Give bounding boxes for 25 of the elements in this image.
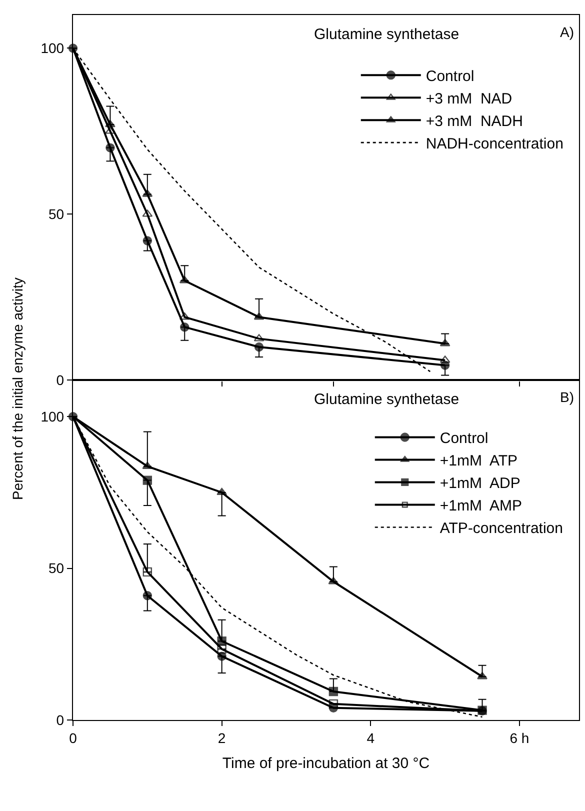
x-tick-label: 4: [366, 730, 375, 746]
annotation: B): [560, 389, 574, 405]
legend-label: +1mM AMP: [440, 498, 522, 515]
legend-label: ATP-concentration: [440, 520, 564, 538]
legend-label: NADH-concentration: [426, 135, 564, 152]
y-tick-label: 100: [40, 40, 64, 56]
x-tick-label: 2: [218, 730, 226, 746]
x-tick-label: 0: [69, 730, 78, 746]
text: Glutamine synthetase: [314, 26, 460, 43]
annotation: A): [560, 24, 574, 40]
x-tick-label: 6 h: [510, 730, 530, 746]
legend-label: +3 mM NAD: [426, 90, 512, 108]
legend-label: +3 mM NADH: [426, 112, 523, 130]
legend-label: +1mM ADP: [440, 475, 520, 492]
y-tick-label: 50: [48, 560, 64, 576]
y-tick-label: 0: [56, 372, 64, 388]
text: Glutamine synthetase: [314, 391, 460, 408]
x-axis-title: Time of pre-incubation at 30 °C: [222, 754, 430, 772]
y-axis-title: Percent of the initial enzyme activity: [10, 277, 26, 500]
y-tick-label: 0: [56, 712, 64, 728]
legend-label: +1mM ATP: [440, 452, 518, 470]
legend-label: Control: [440, 430, 488, 448]
legend-label: Control: [426, 68, 474, 85]
y-tick-label: 50: [48, 206, 64, 222]
y-tick-label: 100: [40, 408, 64, 424]
